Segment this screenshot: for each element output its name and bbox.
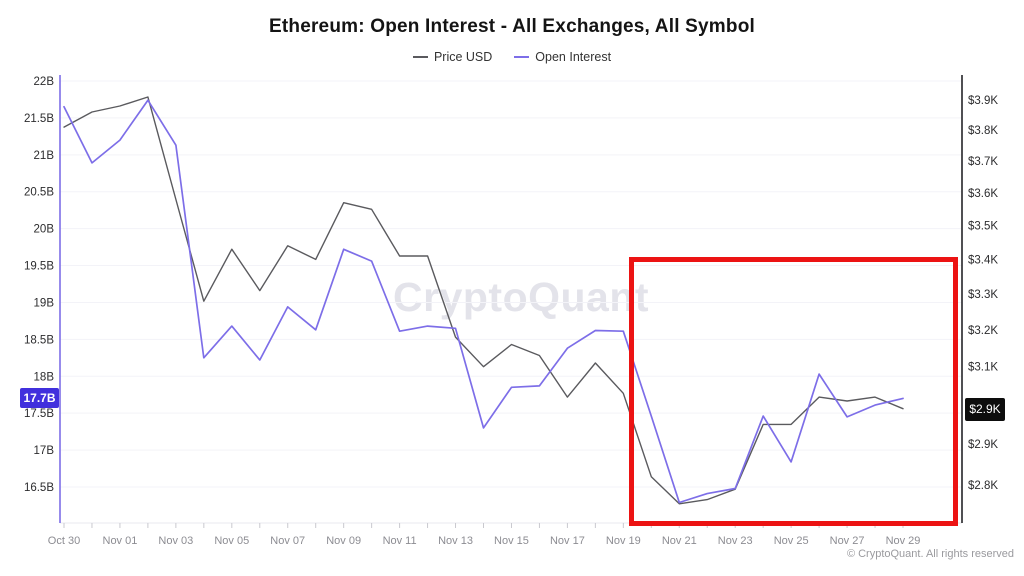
- price-current-value-badge: $2.9K: [965, 397, 1005, 421]
- right-axis-tick-label: $3.8K: [968, 125, 998, 137]
- left-axis-tick-label: 20.5B: [24, 187, 54, 199]
- x-axis-tick-label: Nov 25: [774, 535, 809, 547]
- left-axis-tick-label: 17.5B: [24, 408, 54, 420]
- legend-item-price-usd: Price USD: [412, 50, 493, 64]
- legend-label-price-usd: Price USD: [433, 50, 493, 64]
- x-axis-tick-label: Nov 19: [606, 535, 641, 547]
- right-axis-tick-label: $3.1K: [968, 362, 998, 374]
- price-usd-line: [63, 96, 904, 505]
- x-axis-tick-label: Nov 13: [438, 535, 473, 547]
- x-axis-tick-label: Nov 17: [550, 535, 585, 547]
- x-axis-tick-label: Nov 11: [383, 535, 417, 547]
- copyright-text: © CryptoQuant. All rights reserved: [846, 548, 1014, 560]
- left-axis-tick-label: 21.5B: [24, 113, 54, 125]
- left-axis-tick-label: 19B: [34, 297, 55, 309]
- legend-label-open-interest: Open Interest: [535, 50, 612, 64]
- x-axis-tick-label: Nov 01: [103, 535, 138, 547]
- right-axis-tick-label: $2.8K: [968, 480, 998, 492]
- right-axis-tick-label: $3.3K: [968, 289, 998, 301]
- left-axis-tick-label: 21B: [34, 150, 55, 162]
- left-axis-tick-label: 22B: [34, 76, 55, 88]
- chart-legend: Price USD Open Interest: [0, 50, 1024, 64]
- price-usd-line-swatch: [412, 56, 428, 58]
- open-interest-line-swatch: [514, 56, 530, 58]
- left-axis-tick-label: 19.5B: [24, 261, 54, 273]
- right-axis-tick-label: $3.2K: [968, 325, 998, 337]
- open-interest-line: [63, 99, 904, 504]
- x-axis-tick-label: Nov 03: [158, 535, 193, 547]
- right-axis-tick-label: $3.6K: [968, 188, 998, 200]
- open-interest-current-value-badge: 17.7B: [20, 388, 59, 409]
- x-axis-tick-label: Nov 15: [494, 535, 529, 547]
- cryptoquant-watermark: CryptoQuant: [393, 274, 650, 320]
- left-axis-tick-label: 18.5B: [24, 334, 54, 346]
- x-axis-tick-label: Oct 30: [48, 535, 80, 547]
- left-axis-tick-label: 20B: [34, 224, 55, 236]
- legend-item-open-interest: Open Interest: [514, 50, 611, 64]
- left-axis-tick-label: 17B: [34, 445, 55, 457]
- x-axis-tick-label: Nov 29: [886, 535, 921, 547]
- chart-title: Ethereum: Open Interest - All Exchanges,…: [268, 16, 755, 37]
- x-axis-tick-label: Nov 21: [662, 535, 697, 547]
- right-axis-tick-label: $3.9K: [968, 95, 998, 107]
- highlight-box: [629, 257, 958, 526]
- x-axis-tick-label: Nov 07: [270, 535, 305, 547]
- x-axis-tick-label: Nov 27: [830, 535, 865, 547]
- right-axis-tick-label: $2.9K: [968, 439, 998, 451]
- right-axis-tick-label: $3.5K: [968, 221, 998, 233]
- x-axis-tick-label: Nov 23: [718, 535, 753, 547]
- x-axis-tick-label: Nov 05: [214, 535, 249, 547]
- left-axis-tick-label: 16.5B: [24, 482, 54, 494]
- right-axis-tick-label: $3.7K: [968, 156, 998, 168]
- left-axis-tick-label: 18B: [34, 371, 55, 383]
- right-axis-tick-label: $3.4K: [968, 254, 998, 266]
- x-axis-tick-label: Nov 09: [326, 535, 361, 547]
